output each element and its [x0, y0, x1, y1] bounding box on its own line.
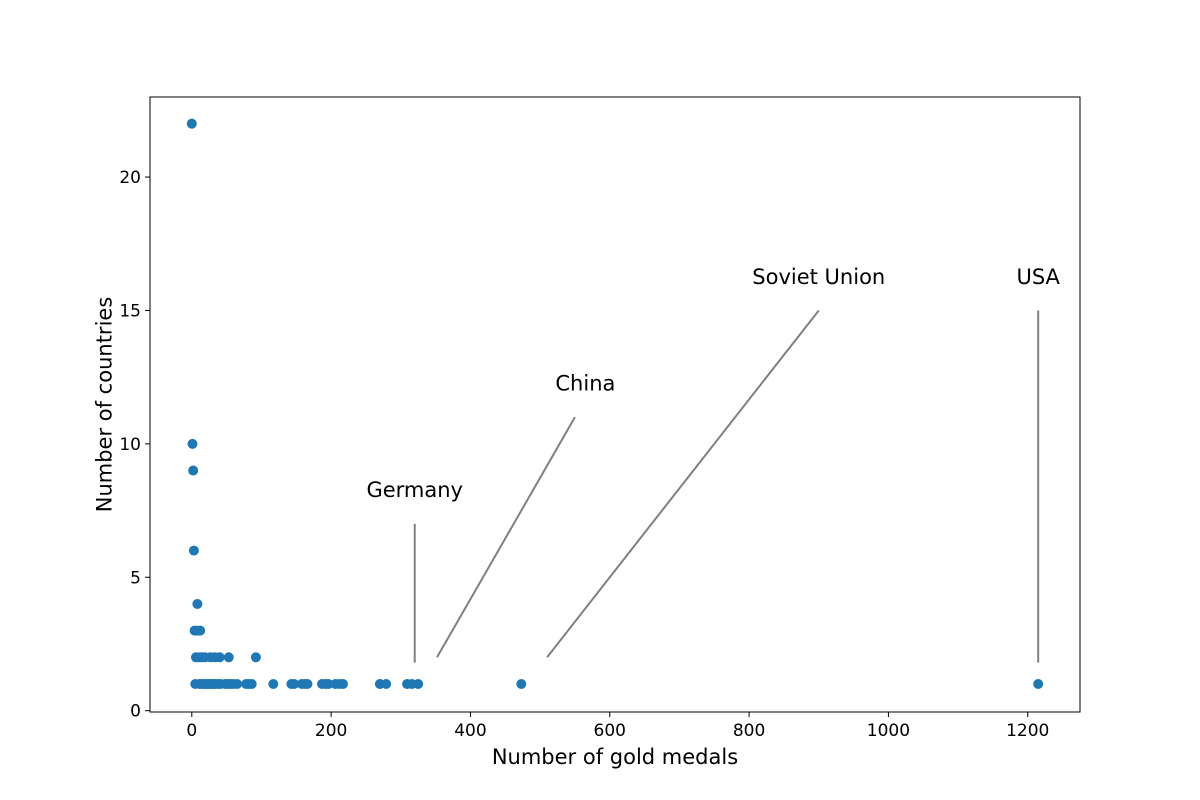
x-tick-label: 800	[733, 721, 765, 741]
x-tick-label: 600	[594, 721, 626, 741]
annotation-line	[436, 416, 576, 658]
data-point	[186, 118, 197, 129]
data-point	[413, 678, 424, 689]
x-tick-label: 200	[315, 721, 347, 741]
y-tick-label: 15	[119, 301, 141, 321]
data-point	[1033, 678, 1044, 689]
y-tick-label: 10	[119, 435, 141, 455]
data-point	[188, 465, 199, 476]
data-point	[337, 678, 348, 689]
y-axis-label: Number of countries	[92, 297, 116, 513]
annotation-label: Soviet Union	[752, 265, 885, 289]
data-point	[302, 678, 313, 689]
annotations-layer: Germany China Soviet Union USA	[366, 265, 1061, 663]
data-point	[195, 625, 206, 636]
x-tick-label: 1200	[1006, 721, 1049, 741]
data-point	[289, 678, 300, 689]
data-point	[214, 652, 225, 663]
data-point	[187, 438, 198, 449]
data-point	[268, 678, 279, 689]
annotation-label: USA	[1016, 265, 1060, 289]
y-tick-label: 20	[119, 168, 141, 188]
annotation-line	[546, 309, 820, 658]
x-axis-label: Number of gold medals	[492, 745, 738, 769]
data-point	[246, 678, 257, 689]
x-axis-ticks: 0 200 400 600 800 1000 1200	[186, 712, 1049, 741]
annotation-label: Germany	[366, 478, 463, 502]
data-point	[323, 678, 334, 689]
plot-frame	[149, 96, 1081, 713]
x-tick-label: 400	[454, 721, 486, 741]
data-point	[188, 545, 199, 556]
y-axis-ticks: 0 5 10 15 20	[119, 168, 150, 722]
data-point	[232, 678, 243, 689]
data-point	[516, 678, 527, 689]
data-point	[223, 652, 234, 663]
y-tick-label: 0	[130, 702, 141, 722]
data-points-layer	[186, 118, 1044, 689]
x-tick-label: 1000	[867, 721, 910, 741]
data-point	[250, 652, 261, 663]
x-tick-label: 0	[186, 721, 197, 741]
data-point	[381, 678, 392, 689]
data-point	[192, 598, 203, 609]
y-tick-label: 5	[130, 568, 141, 588]
annotation-label: China	[555, 371, 615, 395]
